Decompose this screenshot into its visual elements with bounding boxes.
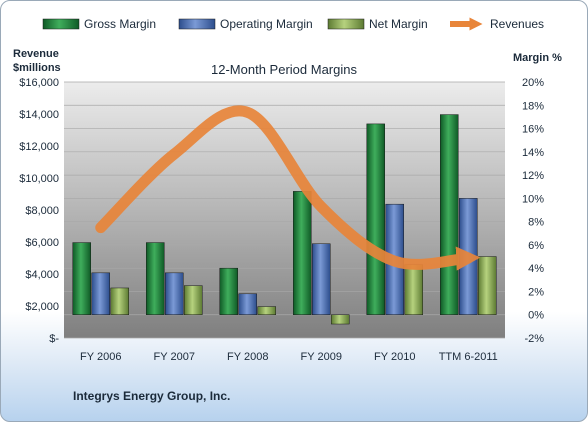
bar-gross-margin: [293, 191, 312, 315]
bar-net-margin: [184, 285, 203, 315]
bars: [72, 114, 497, 325]
bar-gross-margin: [72, 242, 91, 315]
right-tick-label: 8%: [528, 217, 544, 229]
bar-net-margin: [110, 287, 129, 315]
left-tick-label: $14,000: [19, 109, 59, 121]
legend-label: Operating Margin: [220, 17, 313, 31]
gridlines: [64, 81, 505, 339]
x-tick-label: FY 2007: [154, 351, 195, 363]
revenue-line: [95, 105, 481, 271]
right-tick-label: 18%: [522, 100, 544, 112]
left-axis-ticks: $- $2,000 $4,000 $6,000 $8,000 $10,000 $12,000…: [19, 77, 59, 345]
legend-swatch: [178, 18, 216, 30]
legend-label: Revenues: [490, 17, 544, 31]
left-axis-label-line1: Revenue: [13, 48, 59, 60]
bar-gross-margin: [146, 242, 165, 315]
bar-operating-margin: [238, 293, 257, 315]
x-tick-label: FY 2010: [374, 351, 415, 363]
right-axis-label: Margin %: [513, 52, 562, 64]
left-tick-label: $2,000: [25, 301, 59, 313]
left-tick-label: $8,000: [25, 205, 59, 217]
right-tick-label: 4%: [528, 263, 544, 275]
bar-gross-margin: [440, 114, 459, 315]
right-tick-label: 14%: [522, 147, 544, 159]
right-tick-label: -2%: [524, 333, 544, 345]
x-tick-label: FY 2006: [80, 351, 121, 363]
bar-gross-margin: [366, 123, 385, 315]
legend-swatch: [327, 18, 365, 30]
left-tick-label: $4,000: [25, 269, 59, 281]
left-tick-label: $-: [49, 333, 59, 345]
bar-gross-margin: [219, 267, 238, 315]
bar-net-margin: [404, 264, 423, 315]
bar-net-margin: [257, 306, 276, 315]
right-tick-label: 2%: [528, 286, 544, 298]
right-tick-label: 20%: [522, 77, 544, 89]
legend-label: Net Margin: [369, 17, 428, 31]
right-tick-label: 16%: [522, 124, 544, 136]
bar-operating-margin: [91, 272, 110, 315]
right-tick-label: 6%: [528, 240, 544, 252]
legend-label: Gross Margin: [84, 17, 156, 31]
company-name: Integrys Energy Group, Inc.: [73, 389, 231, 403]
bar-operating-margin: [312, 243, 331, 315]
left-tick-label: $6,000: [25, 237, 59, 249]
bar-net-margin: [331, 314, 350, 325]
left-axis-label-line2: $millions: [13, 62, 61, 74]
x-tick-label: FY 2009: [301, 351, 342, 363]
x-tick-label: FY 2008: [227, 351, 268, 363]
right-axis-ticks: -2% 0% 2% 4% 6% 8% 10% 12% 14% 16% 18% 20%: [522, 77, 544, 345]
left-tick-label: $16,000: [19, 77, 59, 89]
x-axis-ticks: FY 2006 FY 2007 FY 2008 FY 2009 FY 2010 TTM 6…: [80, 351, 498, 363]
legend-swatch: [42, 18, 80, 30]
bar-net-margin: [478, 256, 497, 315]
x-tick-label: TTM 6-2011: [439, 351, 498, 363]
legend: Gross Margin Operating Margin Net Margin Re…: [42, 17, 544, 31]
plot-area: [64, 82, 505, 338]
right-tick-label: 10%: [522, 193, 544, 205]
left-tick-label: $12,000: [19, 141, 59, 153]
left-tick-label: $10,000: [19, 173, 59, 185]
bar-operating-margin: [165, 272, 184, 315]
revenue-curve: [95, 105, 481, 271]
chart-title: 12-Month Period Margins: [211, 62, 357, 77]
right-tick-label: 0%: [528, 310, 544, 322]
right-tick-label: 12%: [522, 170, 544, 182]
